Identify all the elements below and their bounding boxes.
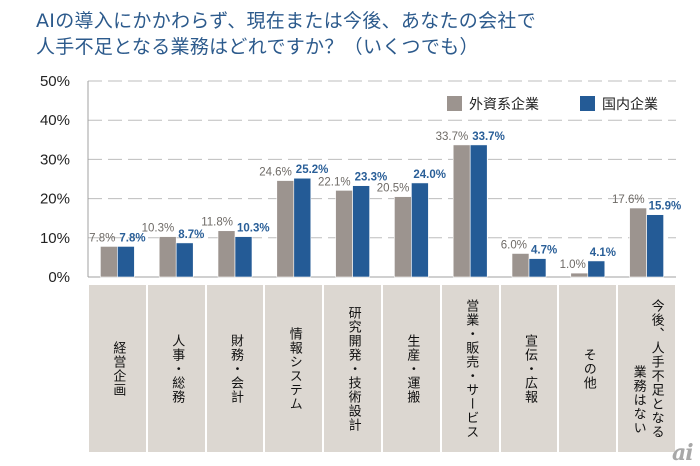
category-box: 今後、人手不足となる 業務はない [618, 285, 675, 452]
x-tick-label-line: 情報システム [286, 326, 302, 411]
legend-swatch-foreign [447, 96, 462, 111]
bar-foreign [570, 272, 589, 278]
x-tick-label: 情報システム [265, 285, 322, 452]
bar-domestic [175, 242, 194, 278]
bar-foreign [629, 207, 647, 278]
x-tick-label-line: 生産・運搬 [404, 333, 420, 404]
x-tick-label-line: 営業・販売・サービス [463, 298, 479, 439]
chart-title: AIの導入にかかわらず、現在または今後、あなたの会社で 人手不足となる業務はどれ… [36, 8, 536, 60]
ai-logo: ai [672, 440, 694, 466]
x-tick-label-line: 人事・総務 [169, 333, 185, 404]
bar-domestic [411, 182, 429, 278]
data-label-foreign: 1.0% [560, 259, 586, 271]
x-tick-label-line: 宣伝・広報 [521, 333, 537, 404]
data-label-domestic: 25.2% [296, 164, 329, 176]
data-label-domestic: 4.1% [590, 247, 616, 259]
x-tick-label: 宣伝・広報 [501, 285, 558, 452]
bar-foreign [335, 190, 353, 278]
x-tick-label: 人事・総務 [148, 285, 205, 452]
data-label-domestic: 8.7% [178, 229, 204, 241]
data-label-foreign: 22.1% [318, 176, 351, 188]
bar-domestic [293, 177, 312, 278]
data-label-foreign: 11.8% [201, 217, 233, 229]
bar-domestic [234, 236, 253, 278]
bar-domestic [117, 246, 135, 278]
data-label-domestic: 33.7% [472, 131, 505, 143]
chart-title-line-1: AIの導入にかかわらず、現在または今後、あなたの会社で [36, 10, 536, 32]
y-tick-label: 50% [40, 73, 70, 90]
x-tick-label: その他 [559, 285, 616, 452]
x-tick-label-line: 今後、人手不足となる [648, 299, 664, 439]
x-tick-label-line: 経営企画 [110, 340, 126, 397]
bar-domestic [528, 258, 547, 278]
category-box: その他 [559, 285, 617, 452]
data-label-domestic: 24.0% [413, 169, 446, 181]
data-label-foreign: 33.7% [436, 131, 469, 143]
legend-label-domestic: 国内企業 [602, 96, 658, 113]
data-label-foreign: 6.0% [501, 239, 527, 251]
x-tick-label-line: その他 [580, 347, 596, 390]
bar-domestic [352, 185, 370, 278]
x-tick-label: 生産・運搬 [383, 285, 440, 452]
y-tick-label: 20% [40, 191, 70, 208]
data-label-foreign: 24.6% [259, 167, 292, 179]
data-label-foreign: 17.6% [612, 194, 645, 206]
category-box: 人事・総務 [147, 285, 205, 452]
data-label-foreign: 20.5% [377, 183, 410, 195]
category-box: 経営企画 [89, 285, 146, 452]
bar-foreign [217, 230, 236, 278]
category-box: 宣伝・広報 [500, 285, 558, 452]
category-box: 生産・運搬 [383, 285, 440, 452]
category-box: 営業・販売・サービス [441, 285, 499, 452]
bar-foreign [511, 253, 530, 278]
x-tick-label: 研究開発・技術設計 [324, 285, 381, 452]
data-label-foreign: 7.8% [89, 232, 115, 244]
category-box: 財務・会計 [206, 285, 264, 452]
x-tick-label: 今後、人手不足となる 業務はない [618, 285, 675, 452]
bar-foreign [394, 196, 412, 278]
bar-foreign [100, 246, 118, 278]
chart-title-line-2: 人手不足となる業務はどれですか？（いくつでも） [36, 36, 479, 58]
data-label-domestic: 4.7% [531, 245, 557, 257]
x-tick-label: 財務・会計 [207, 285, 264, 452]
y-tick-label: 0% [48, 269, 70, 286]
data-label-domestic: 7.8% [119, 232, 145, 244]
bar-domestic [587, 260, 606, 278]
bar-foreign [276, 180, 295, 278]
x-tick-label: 営業・販売・サービス [442, 285, 499, 452]
x-tick-label: 経営企画 [89, 285, 146, 452]
x-tick-label-line: 研究開発・技術設計 [345, 305, 361, 432]
y-tick-label: 10% [40, 230, 70, 247]
bar-domestic [646, 214, 664, 278]
x-tick-label-line: 財務・会計 [227, 333, 243, 404]
y-tick-label: 40% [40, 112, 70, 129]
bar-foreign [452, 144, 471, 278]
data-label-domestic: 10.3% [237, 223, 270, 235]
y-tick-label: 30% [40, 151, 70, 168]
x-tick-label-line: 業務はない [630, 364, 646, 435]
bar-domestic [469, 144, 488, 278]
data-label-foreign: 10.3% [142, 223, 175, 235]
category-box: 情報システム [265, 285, 323, 452]
legend-swatch-domestic [580, 96, 595, 111]
data-label-domestic: 15.9% [649, 201, 682, 213]
data-label-domestic: 23.3% [355, 172, 388, 184]
legend-label-foreign: 外資系企業 [469, 96, 539, 113]
bar-foreign [158, 236, 177, 278]
category-box: 研究開発・技術設計 [324, 285, 381, 452]
